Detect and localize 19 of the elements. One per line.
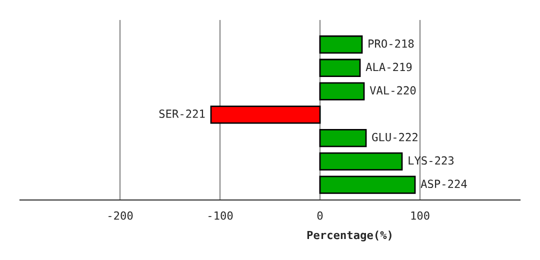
x-tick-label: 100 bbox=[411, 211, 430, 220]
x-tick-label: -100 bbox=[208, 211, 233, 220]
x-axis-title: Percentage(%) bbox=[307, 230, 392, 242]
x-tick-label: 0 bbox=[317, 211, 323, 220]
bar bbox=[319, 82, 365, 100]
y-tick-label: ASP-224 bbox=[420, 180, 467, 188]
y-tick-label: PRO-218 bbox=[368, 39, 414, 48]
x-tick-label: -200 bbox=[108, 211, 133, 220]
y-tick-label: ALA-219 bbox=[366, 62, 412, 72]
bar bbox=[319, 176, 416, 194]
y-tick-label: LYS-223 bbox=[408, 156, 454, 165]
y-tick-label: SER-221 bbox=[159, 110, 205, 118]
y-tick-label: VAL-220 bbox=[370, 86, 416, 95]
bar bbox=[319, 128, 367, 148]
bar bbox=[210, 106, 321, 124]
bar bbox=[319, 58, 361, 78]
bar bbox=[319, 152, 403, 171]
bar bbox=[319, 35, 363, 54]
y-tick-label: GLU-222 bbox=[372, 132, 418, 142]
